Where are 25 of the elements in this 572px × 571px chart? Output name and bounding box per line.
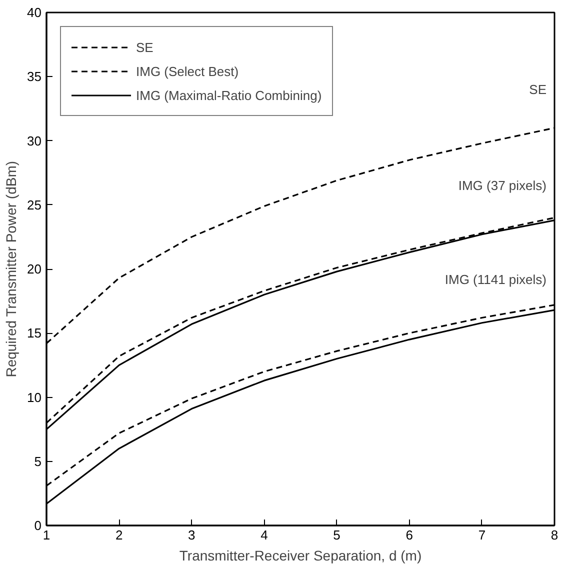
x-tick-label: 6 bbox=[406, 528, 413, 542]
y-tick-label: 40 bbox=[27, 5, 42, 20]
y-axis-title: Required Transmitter Power (dBm) bbox=[3, 160, 20, 378]
x-axis-title: Transmitter-Receiver Separation, d (m) bbox=[179, 548, 422, 564]
y-tick-label: 15 bbox=[27, 326, 42, 341]
x-tick-label: 3 bbox=[188, 528, 196, 542]
annotation: SE bbox=[529, 82, 547, 97]
legend-label: IMG (Select Best) bbox=[136, 64, 239, 78]
x-tick-label: 2 bbox=[115, 528, 123, 542]
x-tick-label: 1 bbox=[42, 528, 50, 542]
annotation: IMG (37 pixels) bbox=[458, 178, 547, 193]
y-tick-label: 10 bbox=[27, 390, 42, 405]
legend-label: IMG (Maximal-Ratio Combining) bbox=[136, 88, 322, 102]
annotation: IMG (1141 pixels) bbox=[444, 272, 547, 287]
y-tick-label: 20 bbox=[27, 262, 42, 276]
y-tick-label: 25 bbox=[27, 197, 42, 212]
x-tick-label: 8 bbox=[550, 528, 558, 542]
y-tick-label: 35 bbox=[27, 69, 42, 84]
x-tick-label: 7 bbox=[478, 528, 486, 542]
y-tick-label: 0 bbox=[34, 518, 42, 533]
legend-label: SE bbox=[136, 40, 154, 54]
y-tick-label: 5 bbox=[34, 454, 42, 469]
x-tick-label: 4 bbox=[260, 528, 268, 542]
y-tick-label: 30 bbox=[27, 133, 42, 148]
x-tick-label: 5 bbox=[333, 528, 340, 542]
